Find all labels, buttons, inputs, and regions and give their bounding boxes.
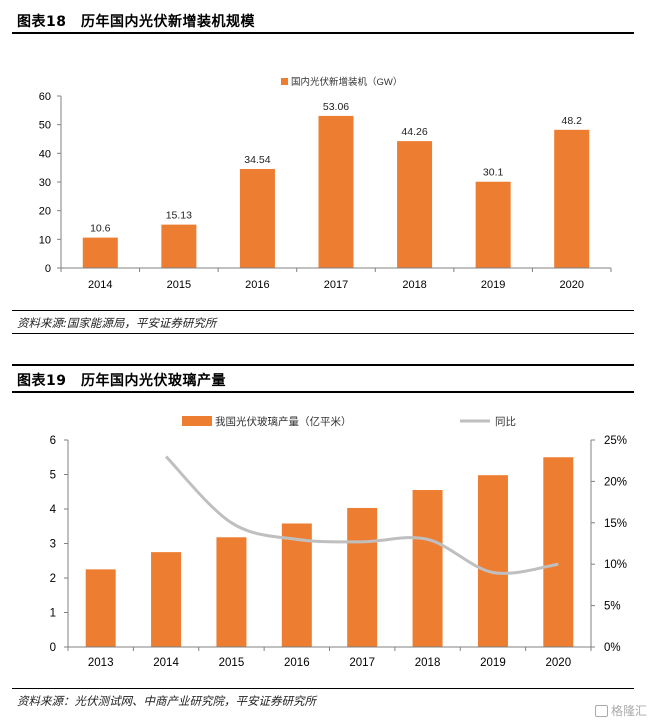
bar — [477, 475, 508, 647]
y-tick-label: 1 — [50, 608, 56, 620]
data-label: 15.13 — [166, 210, 192, 222]
chart19-bars — [85, 457, 574, 647]
bar — [318, 115, 354, 268]
y2-tick-label: 10% — [604, 559, 627, 571]
figure19-pre-rule — [12, 364, 634, 366]
data-label: 44.26 — [401, 126, 427, 138]
chart19-y-axis-left: 0 1 2 3 4 5 6 — [50, 435, 69, 654]
bar — [151, 552, 182, 647]
y-tick-label: 6 — [50, 435, 56, 447]
bar — [412, 490, 443, 647]
figure18-title: 图表18 历年国内光伏新增装机规模 — [17, 14, 255, 30]
chart19-y-axis-right: 0% 5% 10% 15% 20% 25% — [590, 435, 627, 654]
y-tick-label: 4 — [50, 504, 57, 516]
figure18-bottom-rule — [12, 310, 634, 311]
x-tick-label: 2016 — [245, 279, 269, 291]
legend-label-installed: 国内光伏新增装机（GW） — [291, 76, 402, 88]
x-tick-label: 2018 — [415, 657, 441, 669]
data-label: 10.6 — [90, 223, 111, 235]
x-tick-label: 2015 — [219, 657, 245, 669]
figure18-top-rule — [12, 32, 634, 34]
y2-tick-label: 5% — [604, 601, 621, 613]
watermark-text: 格隆汇 — [610, 704, 647, 718]
data-label: 53.06 — [323, 101, 349, 113]
figure18-end-rule — [12, 333, 634, 334]
x-tick-label: 2020 — [559, 279, 583, 291]
figure19-source: 资料来源：光伏测试网、中商产业研究院，平安证券研究所 — [17, 694, 316, 708]
bar — [161, 224, 197, 268]
y-tick-label: 0 — [45, 263, 51, 275]
chart18-bars: 10.6 15.13 34.54 53.06 44.26 30.1 48.2 — [82, 101, 590, 268]
y-tick-label: 0 — [50, 642, 56, 654]
x-tick-label: 2014 — [153, 657, 179, 669]
bar — [85, 569, 116, 647]
figure19-bottom-rule — [12, 688, 634, 689]
chart19-yoy-line — [164, 455, 559, 575]
chart19-x-axis: 2013 2014 2015 2016 2017 2018 2019 2020 — [67, 646, 592, 669]
chart19-legend: 我国光伏玻璃产量（亿平米） 同比 — [182, 415, 516, 428]
x-tick-label: 2020 — [546, 657, 572, 669]
y-tick-label: 30 — [39, 177, 51, 189]
x-tick-label: 2014 — [88, 279, 112, 291]
x-tick-label: 2015 — [167, 279, 191, 291]
bar — [554, 129, 590, 268]
watermark-logo-icon — [594, 704, 608, 717]
y-tick-label: 2 — [50, 573, 56, 585]
bar — [397, 141, 433, 268]
chart18-x-axis: 2014 2015 2016 2017 2018 2019 2020 — [60, 267, 612, 291]
yoy-series-line — [164, 455, 559, 575]
watermark: 格隆汇 — [594, 702, 647, 719]
chart-installed-capacity: 国内光伏新增装机（GW） 0 10 20 30 40 50 60 10.6 15.13 34.5… — [39, 76, 612, 291]
legend-label-glass-output: 我国光伏玻璃产量（亿平米） — [215, 415, 352, 428]
data-label: 30.1 — [483, 167, 504, 179]
x-tick-label: 2016 — [284, 657, 310, 669]
y-tick-label: 60 — [39, 91, 51, 103]
legend-label-yoy: 同比 — [495, 415, 516, 428]
y2-tick-label: 15% — [604, 518, 627, 530]
y-tick-label: 40 — [39, 148, 51, 160]
data-label: 34.54 — [244, 154, 270, 166]
bar — [82, 237, 118, 268]
x-tick-label: 2019 — [480, 657, 506, 669]
y2-tick-label: 0% — [604, 642, 621, 654]
figure19-title: 图表19 历年国内光伏玻璃产量 — [17, 373, 226, 389]
bar — [543, 457, 574, 647]
x-tick-label: 2019 — [481, 279, 505, 291]
chart-glass-output: 我国光伏玻璃产量（亿平米） 同比 0 1 2 3 4 5 6 0% 5% 10% 15% 20% 25… — [50, 415, 627, 669]
chart18-y-axis: 0 10 20 30 40 50 60 — [39, 91, 62, 275]
y2-tick-label: 20% — [604, 476, 627, 488]
bar — [216, 537, 247, 647]
y-tick-label: 10 — [39, 234, 51, 246]
y2-tick-label: 25% — [604, 435, 627, 447]
bar — [239, 168, 275, 268]
y-tick-label: 50 — [39, 120, 51, 132]
chart18-legend: 国内光伏新增装机（GW） — [281, 76, 402, 88]
x-tick-label: 2017 — [349, 657, 375, 669]
bar — [347, 507, 378, 647]
legend-swatch-installed — [281, 78, 288, 85]
data-label: 48.2 — [561, 115, 582, 127]
x-tick-label: 2018 — [402, 279, 426, 291]
bar — [281, 523, 312, 647]
figure18-source: 资料来源:国家能源局，平安证券研究所 — [17, 316, 217, 330]
y-tick-label: 3 — [50, 539, 56, 551]
bar — [475, 181, 511, 268]
y-tick-label: 20 — [39, 206, 51, 218]
figure19-top-rule — [12, 391, 634, 393]
legend-swatch-glass-output — [182, 416, 212, 426]
y-tick-label: 5 — [50, 470, 56, 482]
x-tick-label: 2017 — [324, 279, 348, 291]
x-tick-label: 2013 — [88, 657, 114, 669]
